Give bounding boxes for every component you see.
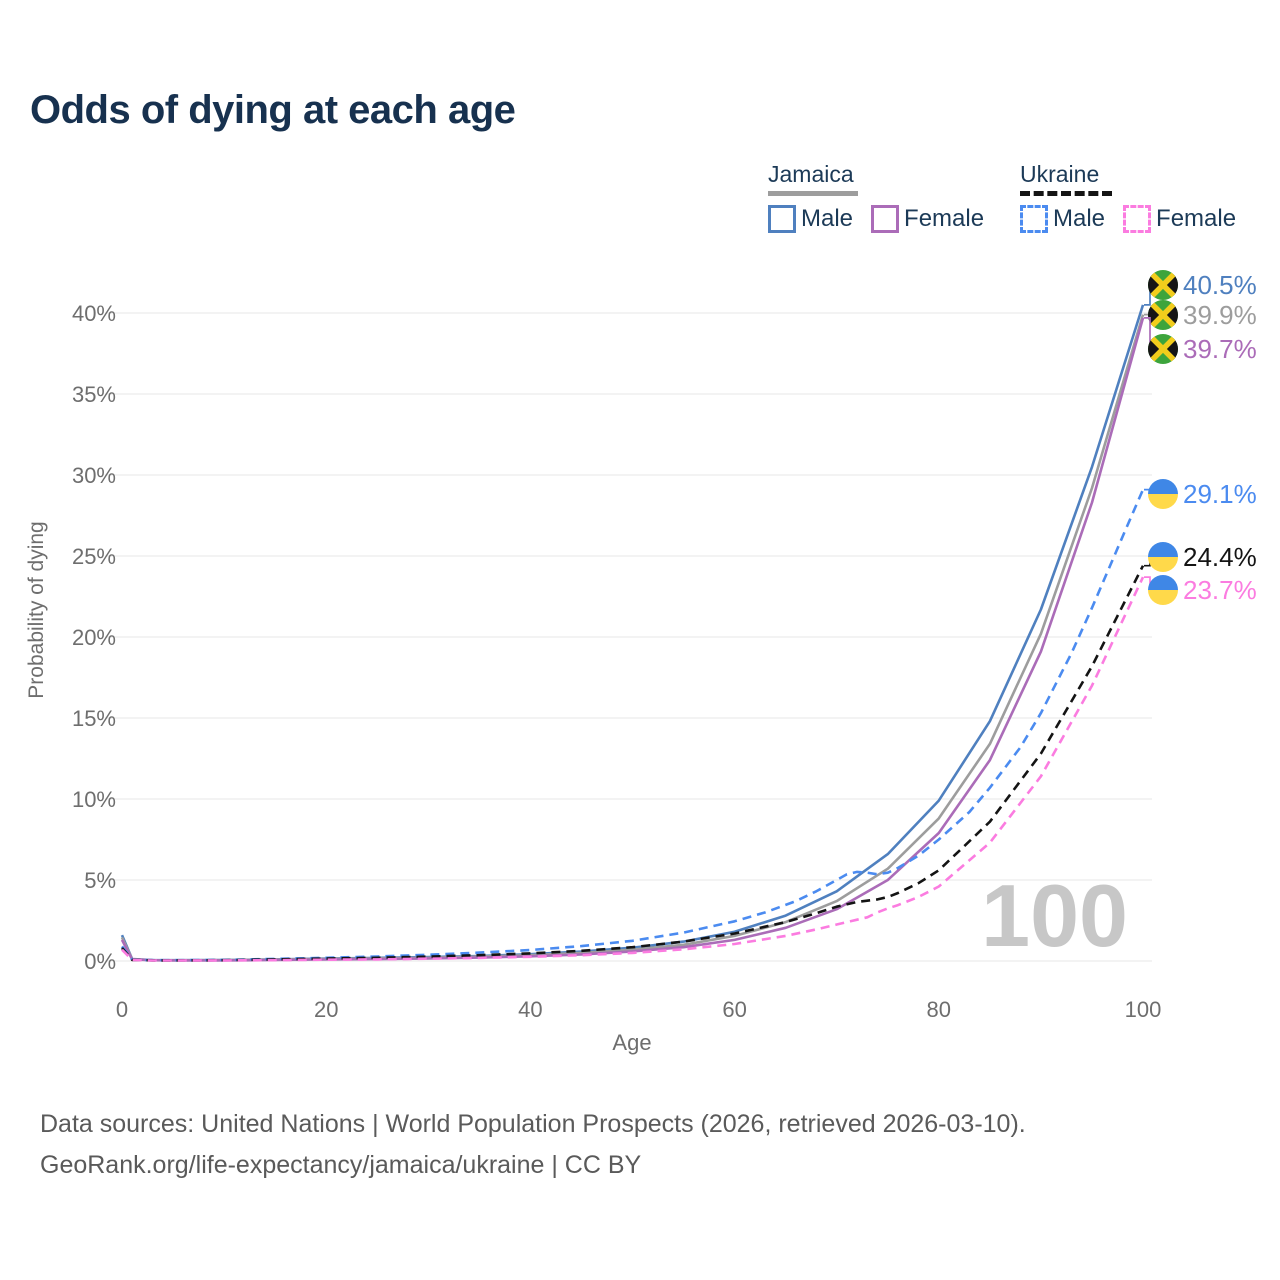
x-axis-title: Age xyxy=(612,1030,651,1055)
y-tick-10%: 10% xyxy=(72,787,116,812)
page-title: Odds of dying at each age xyxy=(30,88,516,132)
ukraine-flag-icon xyxy=(1148,479,1178,509)
footer: Data sources: United Nations | World Pop… xyxy=(40,1104,1026,1186)
ukraine-dashed-line-swatch xyxy=(1020,191,1112,196)
y-axis-title: Probability of dying xyxy=(25,521,48,698)
y-tick-5%: 5% xyxy=(84,868,116,893)
legend-label-jamaica-male[interactable]: Male xyxy=(801,205,854,232)
x-tick-40: 40 xyxy=(518,997,542,1022)
series-line-jamaica-female[interactable] xyxy=(120,317,1145,962)
x-tick-80: 80 xyxy=(927,997,951,1022)
y-tick-20%: 20% xyxy=(72,625,116,650)
end-value-label-ukraine-average: 24.4% xyxy=(1183,542,1257,572)
legend-group-ukraine: Ukraine Male Female xyxy=(1020,161,1254,233)
y-tick-35%: 35% xyxy=(72,382,116,407)
y-tick-15%: 15% xyxy=(72,706,116,731)
series-line-ukraine-female[interactable] xyxy=(121,576,1145,962)
footer-attribution: GeoRank.org/life-expectancy/jamaica/ukra… xyxy=(40,1151,642,1179)
x-tick-20: 20 xyxy=(314,997,338,1022)
end-value-label-jamaica-average: 39.9% xyxy=(1183,300,1257,330)
jamaica-solid-line-swatch xyxy=(768,191,858,196)
legend-swatch-jamaica-male[interactable] xyxy=(768,205,796,233)
age-counter-watermark: 100 xyxy=(981,866,1128,965)
legend-label-jamaica-female[interactable]: Female xyxy=(904,205,985,232)
legend-label-ukraine-female[interactable]: Female xyxy=(1156,205,1237,232)
legend-label-ukraine-male[interactable]: Male xyxy=(1053,205,1106,232)
ukraine-flag-icon xyxy=(1148,575,1178,605)
ukraine-flag-icon xyxy=(1148,542,1178,572)
y-tick-40%: 40% xyxy=(72,301,116,326)
series-line-ukraine-male[interactable] xyxy=(120,489,1145,962)
series-line-ukraine-average[interactable] xyxy=(121,565,1145,962)
legend-group-title-jamaica: Jamaica xyxy=(768,161,854,187)
series-line-jamaica-male[interactable] xyxy=(120,304,1145,962)
y-tick-0%: 0% xyxy=(84,949,116,974)
x-tick-100: 100 xyxy=(1125,997,1162,1022)
jamaica-flag-icon xyxy=(1148,270,1178,300)
end-value-label-jamaica-female: 39.7% xyxy=(1183,334,1257,364)
legend-swatch-ukraine-female[interactable] xyxy=(1123,205,1152,233)
jamaica-flag-icon xyxy=(1148,334,1178,364)
legend-group-title-ukraine: Ukraine xyxy=(1020,161,1100,187)
y-tick-30%: 30% xyxy=(72,463,116,488)
end-value-label-ukraine-male: 29.1% xyxy=(1183,479,1257,509)
jamaica-flag-icon xyxy=(1148,300,1178,330)
end-value-label-ukraine-female: 23.7% xyxy=(1183,575,1257,605)
legend-group-jamaica: Jamaica Male Female xyxy=(768,161,1002,233)
x-tick-0: 0 xyxy=(116,997,128,1022)
x-tick-60: 60 xyxy=(722,997,746,1022)
y-tick-25%: 25% xyxy=(72,544,116,569)
end-value-label-jamaica-male: 40.5% xyxy=(1183,270,1257,300)
legend-swatch-ukraine-male[interactable] xyxy=(1020,205,1048,233)
footer-data-sources: Data sources: United Nations | World Pop… xyxy=(40,1110,1026,1138)
legend-swatch-jamaica-female[interactable] xyxy=(871,205,900,233)
